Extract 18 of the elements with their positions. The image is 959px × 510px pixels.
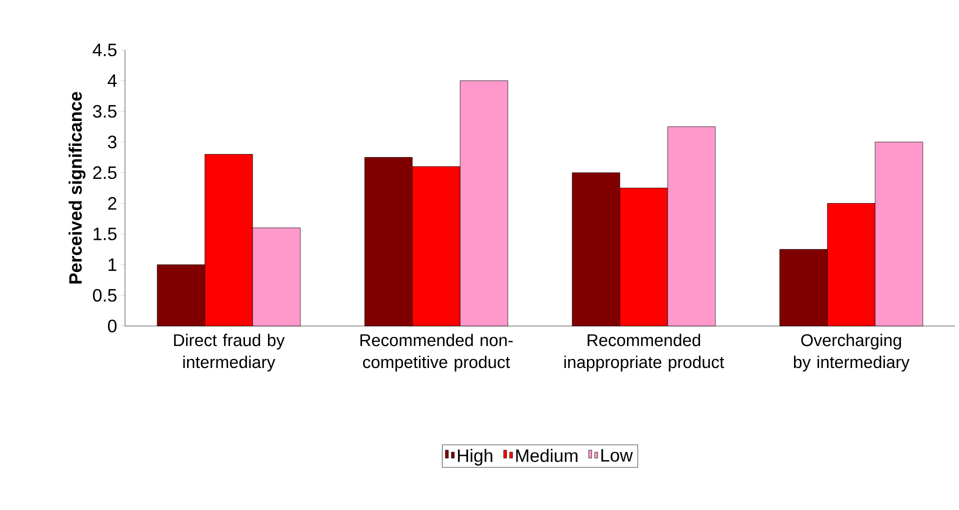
x-tick-label: Recommended inappropriate product (564, 334, 724, 372)
x-tick-label: Overcharging by intermediary (794, 334, 910, 372)
legend-label: Low (601, 449, 633, 462)
y-tick-label: 4.5 (92, 44, 116, 56)
y-tick-label: 1.5 (94, 228, 116, 240)
x-tick-label: Direct fraud by intermediary (174, 334, 285, 372)
y-tick-label: 2.5 (93, 166, 116, 180)
y-tick-label: 3 (108, 136, 116, 148)
y-tick-label: 1 (108, 258, 116, 271)
x-tick-label: Recommended non-competitive product (360, 334, 513, 372)
y-tick-label: 3.5 (92, 104, 116, 118)
y-tick-label: 2 (108, 197, 116, 210)
y-axis-title: Perceived significance (68, 92, 86, 284)
y-tick-label: 4 (108, 74, 117, 87)
y-tick-label: 0 (108, 320, 117, 332)
legend-label: Medium (516, 448, 578, 462)
y-tick-label: 0.5 (93, 288, 116, 302)
legend-label: High (458, 448, 492, 466)
